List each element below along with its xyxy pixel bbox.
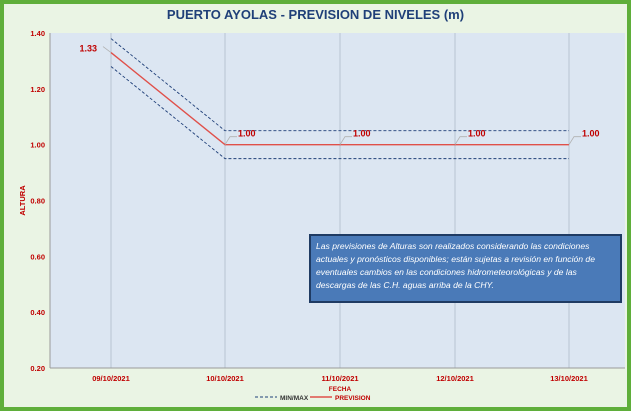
y-tick-label: 0.80 [30,197,45,206]
x-tick-label: 11/10/2021 [321,374,358,383]
annotation-note: Las previsiones de Alturas son realizado… [309,234,622,303]
minmax-line [110,38,569,132]
y-tick-label: 0.40 [30,308,45,317]
y-tick-label: 1.20 [30,85,45,94]
x-tick-label: 12/10/2021 [436,374,474,383]
data-label-leader [568,136,581,145]
y-tick-label: 1.40 [30,29,45,38]
data-label: 1.00 [238,129,256,139]
data-label-leader [224,136,237,145]
y-tick-label: 1.00 [30,141,45,150]
x-axis-label: FECHA [329,386,352,393]
legend: MIN/MAX PREVISION [255,395,371,402]
data-label: 1.33 [79,44,97,54]
legend-label: PREVISION [335,395,371,402]
axes: 0.20 0.40 0.60 0.80 1.00 1.20 1.40 09/10/2021 10… [18,29,625,393]
data-label: 1.00 [353,129,371,139]
data-label: 1.00 [582,129,600,139]
data-label-leader [339,136,352,145]
data-label-leader [102,46,112,53]
data-labels: 1.33 1.00 1.00 1.00 1.00 [79,44,600,145]
x-tick-label: 10/10/2021 [206,374,244,383]
chart-title: PUERTO AYOLAS - PREVISION DE NIVELES (m) [166,7,465,22]
x-tick-label: 13/10/2021 [550,374,588,383]
data-label-leader [454,136,467,145]
legend-label: MIN/MAX [280,395,309,402]
y-tick-label: 0.60 [30,252,45,261]
data-label: 1.00 [468,129,486,139]
y-axis-label: ALTURA [18,185,27,216]
grid-lines [110,33,570,368]
plot-area [50,33,625,368]
y-tick-label: 0.20 [30,364,45,373]
minmax-line [110,66,569,160]
x-tick-label: 09/10/2021 [92,374,130,383]
